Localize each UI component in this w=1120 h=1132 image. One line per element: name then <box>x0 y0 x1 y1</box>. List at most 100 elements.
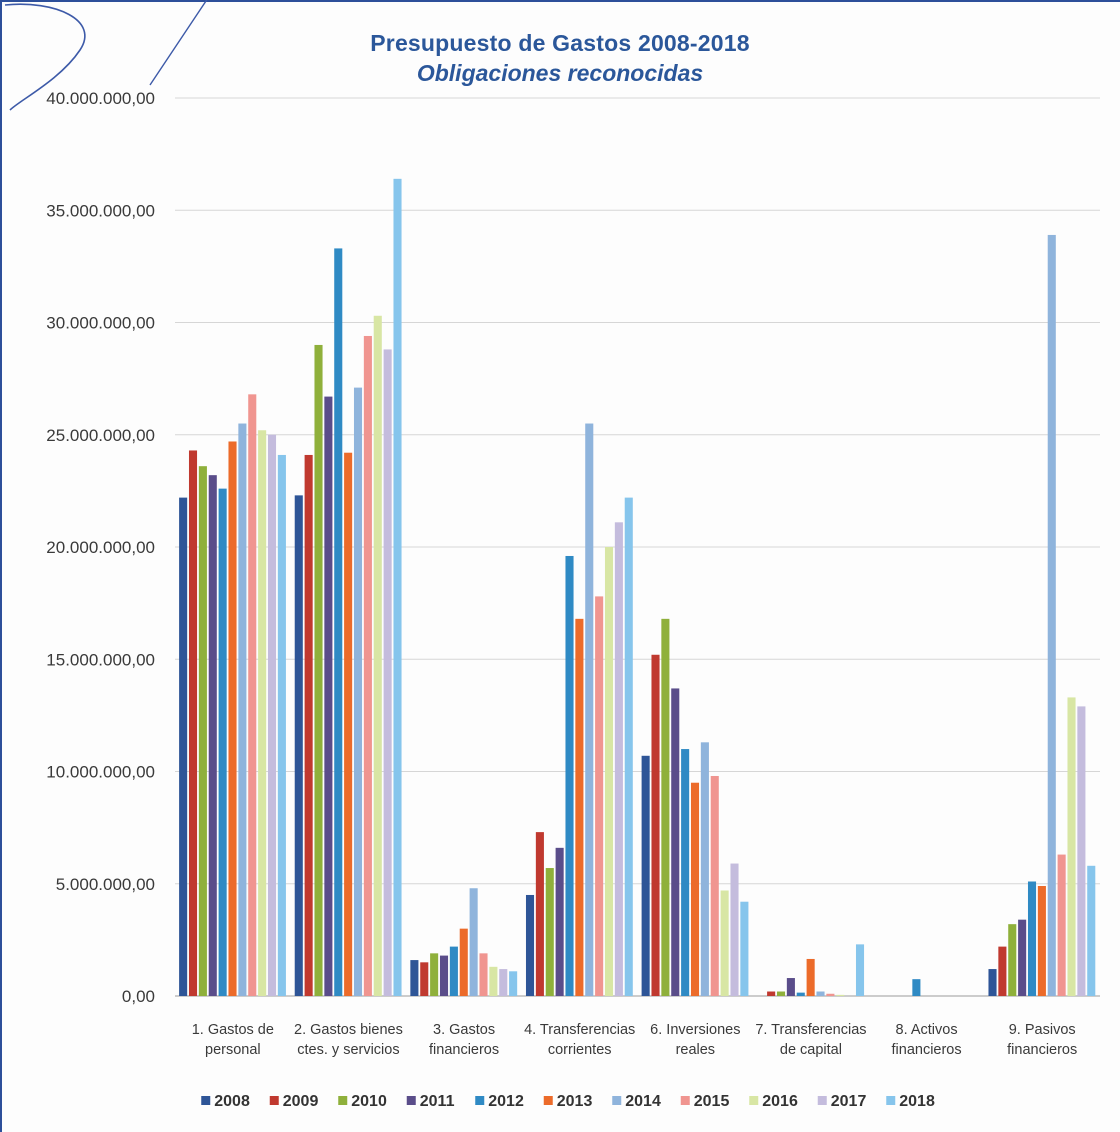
bar <box>383 349 392 996</box>
bar <box>740 901 749 996</box>
bar <box>1087 865 1096 996</box>
bar <box>208 475 217 996</box>
legend-label: 2009 <box>283 1093 319 1110</box>
bar <box>479 953 488 996</box>
x-category-label: 4. Transferencias corrientes <box>524 1022 635 1058</box>
legend-label: 2013 <box>557 1093 593 1110</box>
legend-swatch <box>817 1096 827 1105</box>
bar <box>1037 885 1046 996</box>
bar <box>248 394 257 997</box>
bar <box>681 749 690 996</box>
bar <box>671 688 680 996</box>
bar <box>806 958 815 996</box>
bar <box>363 335 372 997</box>
x-category-label: 7. Transferencias de capital <box>755 1022 866 1058</box>
legend-label: 2016 <box>762 1093 798 1110</box>
legend-label: 2008 <box>214 1093 250 1110</box>
bar <box>228 441 237 996</box>
bar <box>1057 854 1066 996</box>
bar <box>1047 234 1056 996</box>
bar <box>459 928 468 996</box>
bar <box>198 466 207 996</box>
bar <box>449 946 458 996</box>
bar <box>373 315 382 996</box>
y-tick-label: 0,00 <box>122 987 155 1006</box>
bar <box>720 890 729 996</box>
legend-swatch <box>338 1096 348 1105</box>
x-category-label: 8. Activos financieros <box>892 1022 962 1058</box>
bar <box>469 888 478 996</box>
legend-swatch <box>475 1096 485 1105</box>
x-category-label: 9. Pasivos financieros <box>1007 1022 1077 1058</box>
bar <box>998 946 1007 996</box>
y-tick-label: 5.000.000,00 <box>56 875 155 894</box>
legend-label: 2017 <box>831 1093 867 1110</box>
bar <box>393 178 402 996</box>
bar <box>324 396 333 997</box>
bar <box>410 960 419 996</box>
bar <box>1067 697 1076 996</box>
y-tick-label: 25.000.000,00 <box>46 426 155 445</box>
y-tick-label: 20.000.000,00 <box>46 538 155 557</box>
y-tick-label: 10.000.000,00 <box>46 763 155 782</box>
legend-label: 2011 <box>420 1093 455 1110</box>
legend-label: 2015 <box>694 1093 730 1110</box>
bar <box>430 953 439 996</box>
bar <box>525 894 535 996</box>
bar <box>595 596 604 996</box>
y-tick-label: 15.000.000,00 <box>46 650 155 669</box>
bar <box>509 971 518 996</box>
x-category-label: 6. Inversiones reales <box>650 1022 740 1058</box>
bar <box>836 994 845 996</box>
bar <box>267 434 277 996</box>
legend-swatch <box>749 1096 759 1105</box>
legend-label: 2012 <box>488 1093 524 1110</box>
legend-swatch <box>612 1096 622 1105</box>
bar <box>294 495 303 996</box>
bar <box>1018 919 1027 996</box>
bar <box>1077 706 1086 996</box>
bar <box>604 547 614 996</box>
legend-swatch <box>680 1096 690 1105</box>
handwritten-stroke <box>149 0 208 86</box>
legend-swatch <box>406 1096 416 1105</box>
bar <box>855 944 865 996</box>
bar <box>776 991 786 996</box>
bar <box>314 344 323 996</box>
x-category-label: 2. Gastos bienes ctes. y servicios <box>294 1022 403 1058</box>
bar <box>344 452 353 997</box>
legend-label: 2018 <box>899 1093 935 1110</box>
bar <box>641 755 650 996</box>
bar <box>218 488 227 996</box>
bar <box>555 847 564 996</box>
legend-label: 2010 <box>351 1093 387 1110</box>
bar <box>545 868 554 996</box>
bar <box>420 962 429 996</box>
x-category-label: 1. Gastos de personal <box>192 1022 274 1058</box>
bar <box>304 454 313 997</box>
y-tick-label: 30.000.000,00 <box>46 314 155 333</box>
bar <box>651 654 660 996</box>
bar <box>585 423 594 996</box>
bar <box>614 522 623 996</box>
bar <box>988 969 997 996</box>
bar <box>624 497 633 996</box>
bar <box>786 978 795 996</box>
bar <box>710 775 719 996</box>
legend-swatch <box>886 1096 896 1105</box>
bar <box>258 430 267 996</box>
bar <box>238 423 247 996</box>
bar <box>277 454 286 997</box>
bar <box>816 991 825 996</box>
bar <box>499 969 508 996</box>
bar <box>700 742 709 996</box>
bar <box>1008 924 1017 996</box>
y-tick-label: 35.000.000,00 <box>46 201 155 220</box>
bar <box>565 555 574 996</box>
x-category-label: 3. Gastos financieros <box>429 1022 499 1058</box>
bar <box>535 832 544 996</box>
bar <box>188 450 198 997</box>
bar <box>690 782 700 996</box>
bar <box>1027 881 1037 996</box>
